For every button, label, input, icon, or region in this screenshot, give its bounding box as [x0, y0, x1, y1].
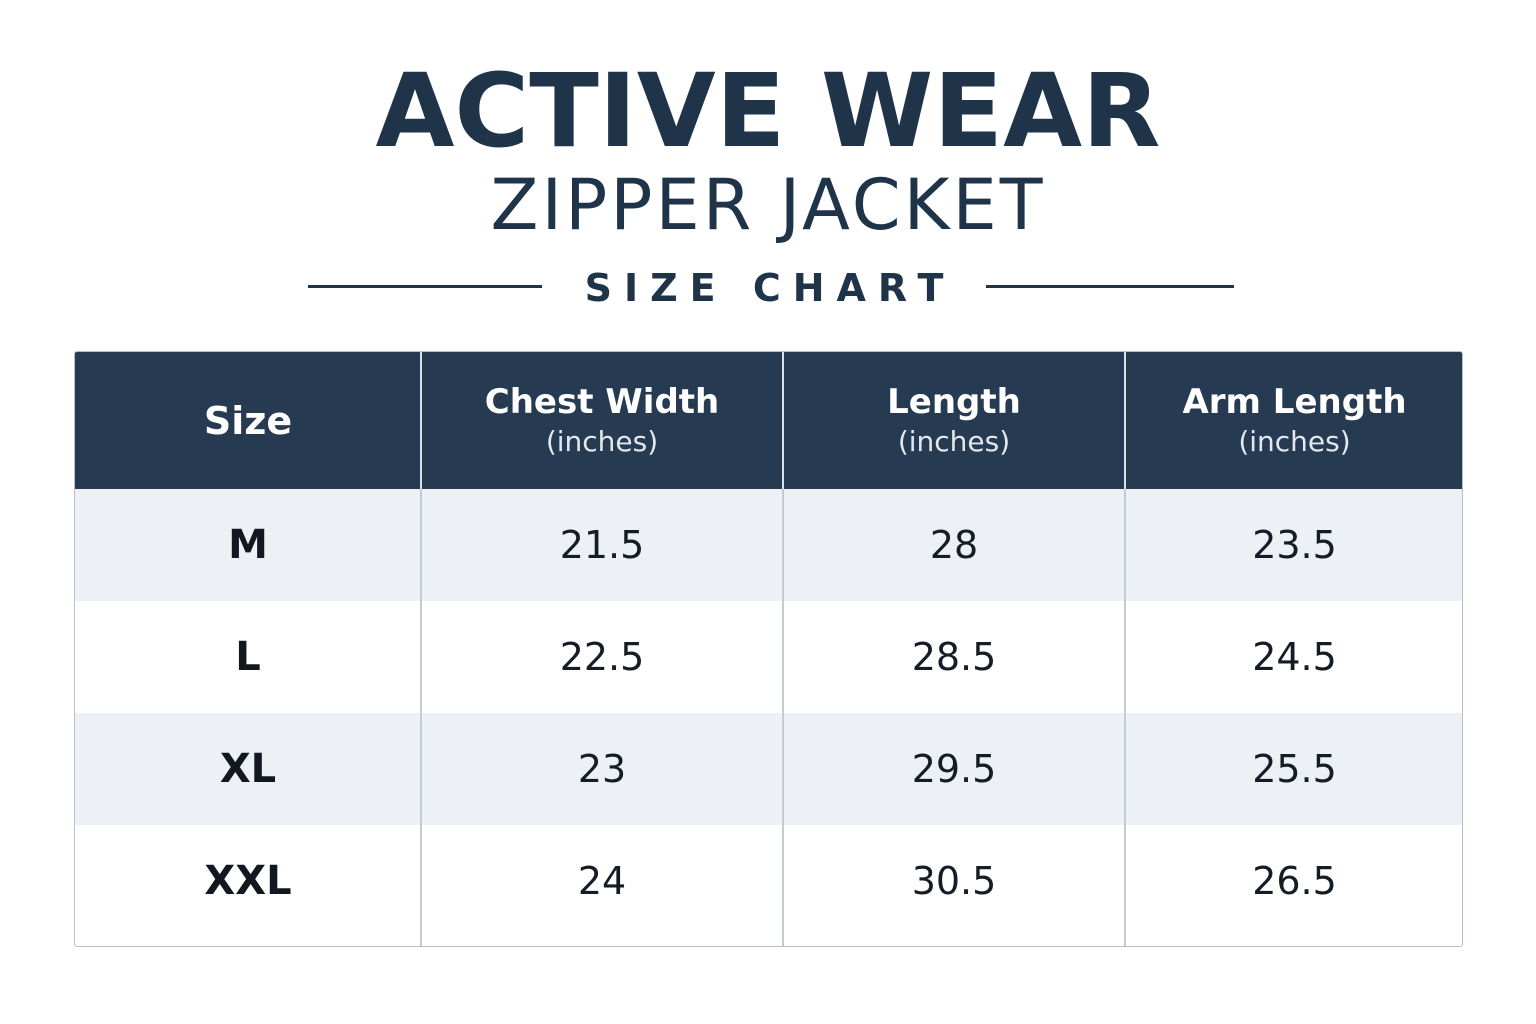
- size-cell: L: [235, 634, 261, 680]
- size-table: Size Chest Width (inches) Length (inches…: [74, 351, 1463, 947]
- size-cell: XXL: [204, 858, 292, 904]
- column-header-unit: (inches): [545, 424, 659, 458]
- size-cell: XL: [219, 746, 277, 792]
- table-header: Size Chest Width (inches) Length (inches…: [75, 352, 1462, 489]
- table-row: XXL 24 30.5 26.5: [75, 825, 1462, 937]
- column-header-arm-length: Arm Length (inches): [1125, 352, 1462, 489]
- chest-width-cell: 22.5: [559, 635, 645, 679]
- arm-length-cell: 25.5: [1252, 747, 1337, 791]
- chest-width-cell: 24: [577, 859, 627, 903]
- divider-right: [986, 285, 1234, 288]
- chest-width-cell: 23: [577, 747, 627, 791]
- column-header-chest-width: Chest Width (inches): [421, 352, 783, 489]
- column-header-length: Length (inches): [783, 352, 1125, 489]
- column-divider: [420, 352, 422, 946]
- length-cell: 28: [929, 523, 979, 567]
- column-header-unit: (inches): [897, 424, 1011, 458]
- page-subtitle: ZIPPER JACKET: [490, 164, 1046, 246]
- table-row: L 22.5 28.5 24.5: [75, 601, 1462, 713]
- arm-length-cell: 24.5: [1252, 635, 1337, 679]
- section-label: SIZE CHART: [584, 266, 956, 310]
- column-header-unit: (inches): [1238, 424, 1351, 458]
- length-cell: 29.5: [911, 747, 997, 791]
- column-header-label: Arm Length: [1182, 381, 1407, 422]
- header-divider: [420, 352, 422, 489]
- length-cell: 28.5: [911, 635, 997, 679]
- header-divider: [782, 352, 784, 489]
- length-cell: 30.5: [911, 859, 997, 903]
- table-row: XL 23 29.5 25.5: [75, 713, 1462, 825]
- chest-width-cell: 21.5: [559, 523, 645, 567]
- header-divider: [1124, 352, 1126, 489]
- column-divider: [1124, 352, 1126, 946]
- arm-length-cell: 26.5: [1252, 859, 1337, 903]
- column-header-label: Size: [203, 398, 293, 443]
- column-header-label: Chest Width: [484, 381, 720, 422]
- page-title: ACTIVE WEAR: [375, 52, 1161, 171]
- section-heading: SIZE CHART: [0, 262, 1536, 318]
- column-header-size: Size: [75, 352, 421, 489]
- divider-left: [308, 285, 542, 288]
- size-cell: M: [228, 522, 268, 568]
- arm-length-cell: 23.5: [1252, 523, 1337, 567]
- column-divider: [782, 352, 784, 946]
- table-row: M 21.5 28 23.5: [75, 489, 1462, 601]
- column-header-label: Length: [887, 381, 1021, 422]
